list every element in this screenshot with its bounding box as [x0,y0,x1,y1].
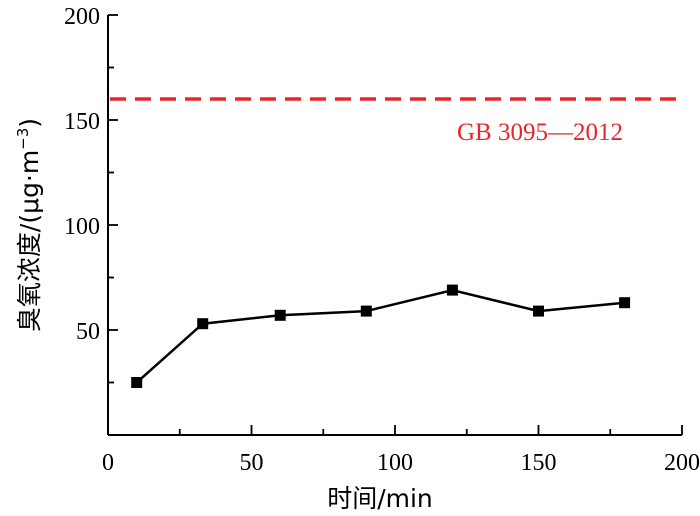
y-axis-title-superscript: −3 [14,128,32,150]
y-tick-label: 50 [76,319,100,345]
x-axis: 0 50 100 150 200 [102,425,700,476]
x-tick-label: 0 [102,450,114,476]
y-axis-ticks [108,14,118,384]
y-tick-label: 100 [64,214,100,240]
series-ozone [131,284,631,388]
data-point [533,305,544,317]
data-point [197,318,209,330]
y-axis-title-close: ) [15,118,44,128]
x-tick-label: 50 [240,450,264,476]
data-point [360,305,372,317]
x-tick-label: 100 [377,450,413,476]
data-point [274,309,286,321]
x-axis-title: 时间/min [327,484,433,513]
data-point [619,297,631,309]
x-tick-label: 150 [521,450,557,476]
x-tick-labels: 0 50 100 150 200 [102,450,700,476]
data-point [446,284,458,296]
y-axis-title: 臭氧浓度/(μg·m−3) [14,118,44,332]
x-axis-ticks [107,425,683,435]
y-tick-label: 150 [64,109,100,135]
y-axis: 50 100 150 200 [64,4,118,435]
y-tick-label: 200 [64,4,100,30]
x-tick-label: 200 [664,450,700,476]
y-axis-title-main: 臭氧浓度/(μg·m [15,150,44,332]
series-line [135,288,625,384]
y-tick-labels: 50 100 150 200 [64,4,100,345]
reference-line-label: GB 3095—2012 [457,119,623,146]
data-point [131,377,143,388]
